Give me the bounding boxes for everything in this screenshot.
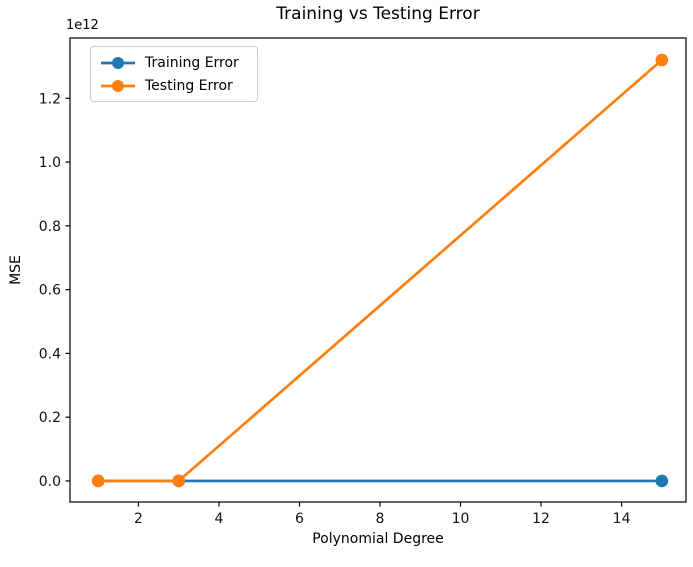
testing-error-marker (172, 474, 186, 488)
y-tick-label: 0.8 (39, 219, 61, 235)
x-tick-label: 10 (452, 511, 470, 527)
x-axis-label: Polynomial Degree (312, 531, 444, 547)
x-tick-label: 2 (134, 511, 143, 527)
testing-error-line-swatch (101, 79, 135, 92)
legend-label-testing-error: Testing Error (145, 77, 233, 94)
testing-error-marker (91, 474, 105, 488)
legend-item-training-error: Training Error (100, 51, 257, 74)
y-tick-label: 0.0 (39, 474, 61, 490)
training-error-line-swatch (101, 56, 135, 69)
y-tick-label: 1.2 (39, 91, 61, 107)
y-tick-label: 0.4 (39, 346, 61, 362)
x-tick-label: 14 (613, 511, 631, 527)
y-tick-label: 0.2 (39, 410, 61, 426)
y-tick-label: 0.6 (39, 283, 61, 299)
y-axis-offset-label: 1e12 (66, 18, 99, 33)
axes-spines (69, 37, 687, 503)
legend-label-training-error: Training Error (145, 54, 239, 71)
chart-title: Training vs Testing Error (276, 4, 480, 24)
testing-error-line (96, 58, 664, 483)
legend-item-testing-error: Testing Error (100, 74, 257, 97)
x-tick-label: 8 (376, 511, 385, 527)
y-axis-label: MSE (7, 255, 24, 285)
y-tick-label: 1.0 (39, 155, 61, 171)
testing-error-marker (655, 53, 669, 67)
x-tick-label: 12 (532, 511, 550, 527)
x-tick-label: 4 (215, 511, 224, 527)
training-error-marker (655, 474, 669, 488)
legend: Training Error Testing Error (90, 46, 258, 102)
x-tick-label: 6 (295, 511, 304, 527)
